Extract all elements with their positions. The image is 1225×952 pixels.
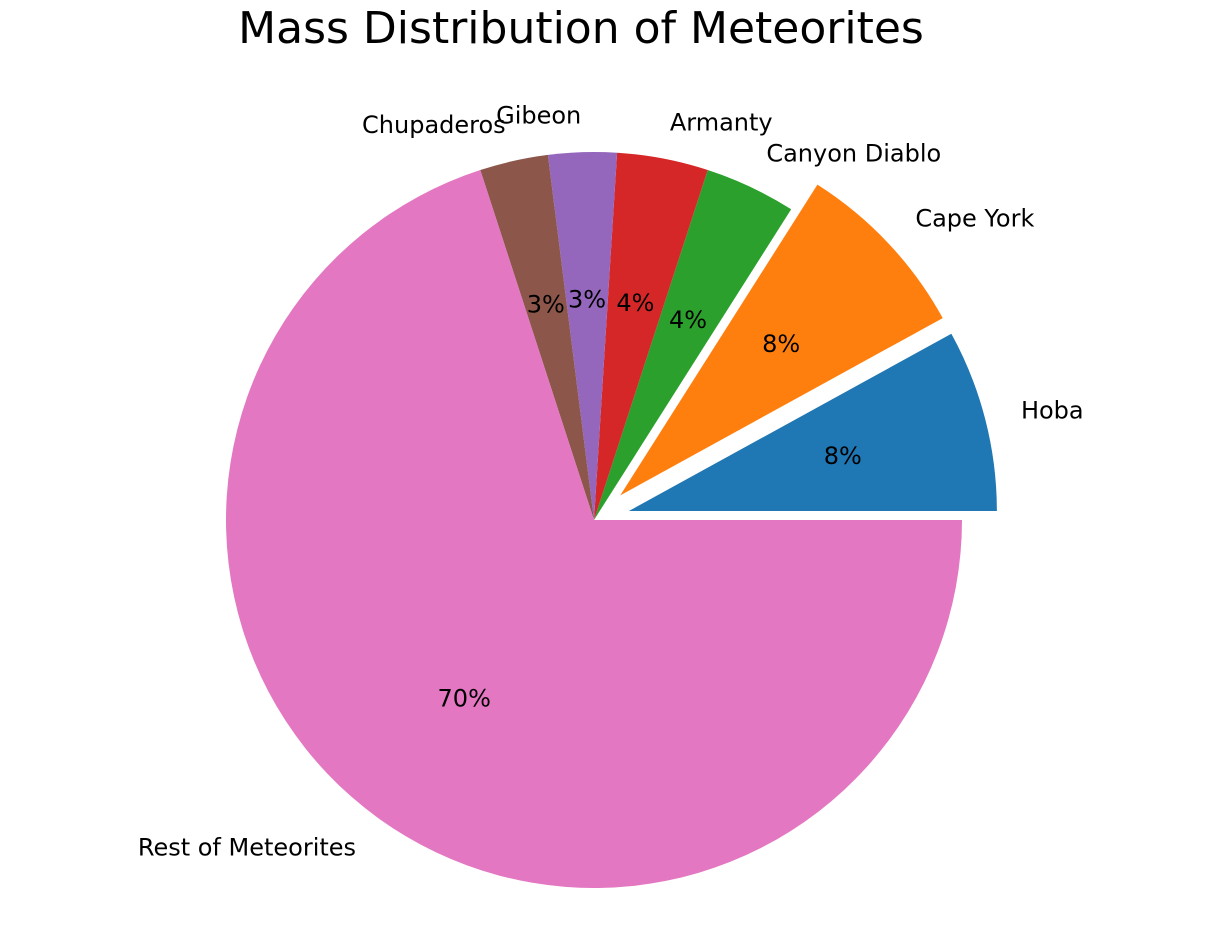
pct-label-cape-york: 8% — [762, 330, 800, 358]
pie-slice-chupaderos — [480, 154, 594, 520]
pct-label-hoba: 8% — [824, 442, 862, 470]
pie-slices — [225, 152, 997, 888]
pct-label-rest-of-meteorites: 70% — [438, 685, 491, 713]
category-label-canyon-diablo: Canyon Diablo — [766, 140, 941, 168]
pie-slice-gibeon — [547, 152, 618, 521]
pie-slice-armanty — [594, 152, 708, 520]
category-label-gibeon: Gibeon — [496, 101, 581, 129]
pct-label-chupaderos: 3% — [527, 291, 565, 319]
category-label-chupaderos: Chupaderos — [362, 111, 506, 139]
pie-slice-rest-of-meteorites — [225, 170, 962, 888]
category-label-hoba: Hoba — [1021, 396, 1084, 424]
pct-label-gibeon: 3% — [568, 285, 606, 313]
category-label-armanty: Armanty — [670, 108, 773, 136]
pie-slice-canyon-diablo — [594, 170, 792, 520]
pct-label-canyon-diablo: 4% — [669, 306, 707, 334]
category-label-rest-of-meteorites: Rest of Meteorites — [138, 833, 356, 861]
chart-title: Mass Distribution of Meteorites — [238, 3, 924, 54]
category-label-cape-york: Cape York — [915, 204, 1034, 232]
pct-label-armanty: 4% — [616, 289, 654, 317]
pie-labels: 8% Hoba 8% Cape York 4% Canyon Diablo 4% Armant… — [138, 101, 1084, 861]
pie-slice-hoba — [628, 333, 997, 512]
pie-slice-cape-york — [620, 184, 943, 496]
